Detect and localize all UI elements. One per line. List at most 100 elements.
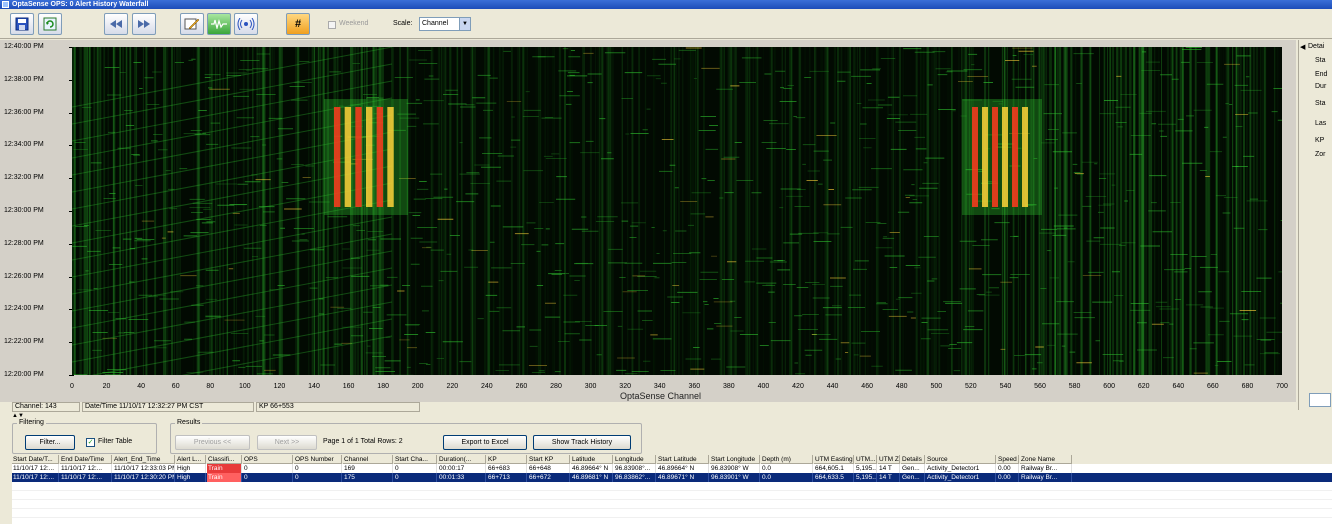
column-header[interactable]: Source	[926, 455, 996, 464]
x-tick-label: 480	[895, 383, 908, 390]
table-cell: 46.89664° N	[571, 464, 613, 473]
table-cell: Train	[207, 473, 242, 482]
y-tick-label: 12:24:00 PM	[4, 305, 74, 312]
x-tick-label: 60	[171, 383, 180, 390]
export-excel-button[interactable]: Export to Excel	[443, 435, 527, 450]
column-header[interactable]: Details	[901, 455, 925, 464]
column-header[interactable]: Start KP	[528, 455, 570, 464]
chevron-down-icon[interactable]: ▼	[459, 18, 470, 30]
table-row-selected[interactable]: 11/10/17 12:... 11/10/17 12:... 11/10/17 1…	[12, 473, 1332, 482]
x-tick-label: 600	[1103, 383, 1115, 390]
x-tick-label: 360	[688, 383, 701, 390]
column-header[interactable]: Alert L...	[176, 455, 206, 464]
filter-table-checkbox[interactable]: ✓	[86, 438, 95, 447]
column-header[interactable]: Depth (m)	[761, 455, 813, 464]
column-header[interactable]: Duration(...	[438, 455, 486, 464]
table-cell: 0	[394, 473, 437, 482]
details-item: Sta	[1315, 57, 1326, 64]
column-header[interactable]: Longitude	[614, 455, 656, 464]
column-header[interactable]: Latitude	[571, 455, 613, 464]
x-tick-label: 0	[70, 383, 74, 390]
x-tick-label: 520	[965, 383, 977, 390]
collapse-arrow-icon[interactable]: ◀	[1300, 44, 1306, 51]
x-tick-label: 160	[342, 383, 355, 390]
x-tick-label: 540	[999, 383, 1012, 390]
table-cell: 5,195...	[856, 473, 877, 482]
column-header[interactable]: Start Longitude	[710, 455, 760, 464]
x-tick-label: 340	[653, 383, 666, 390]
column-header[interactable]: End Date/Time	[60, 455, 112, 464]
table-cell: 46.89681° N	[571, 473, 613, 482]
y-tick-label: 12:34:00 PM	[4, 141, 74, 148]
x-tick-label: 120	[273, 383, 286, 390]
y-tick-label: 12:22:00 PM	[4, 338, 74, 345]
column-header[interactable]: OPS	[243, 455, 293, 464]
next-button[interactable]: Next >>	[257, 435, 317, 450]
x-axis-label: OptaSense Channel	[620, 391, 702, 401]
column-header[interactable]: Start Date/T...	[12, 455, 59, 464]
x-tick-label: 100	[239, 383, 251, 390]
x-tick-label: 260	[515, 383, 528, 390]
table-cell: 96.83908° W	[710, 464, 760, 473]
details-item: End	[1315, 71, 1328, 78]
table-cell: 96.83908°...	[614, 464, 656, 473]
table-cell: Gen...	[901, 464, 925, 473]
table-cell: 0	[394, 464, 437, 473]
rewind-icon[interactable]	[104, 13, 128, 35]
table-cell: 96.83862°...	[614, 473, 656, 482]
y-tick-label: 12:32:00 PM	[4, 174, 74, 181]
audio-icon[interactable]	[234, 13, 258, 35]
table-row[interactable]: 11/10/17 12:... 11/10/17 12:... 11/10/17 1…	[12, 464, 1332, 473]
waterfall-plot-area: 12:40:00 PM 12:38:00 PM 12:36:00 PM 12:34:0…	[0, 40, 1296, 402]
table-header: Start Date/T... End Date/Time Alert_End_Ti…	[12, 455, 1332, 464]
waveform-icon[interactable]	[207, 13, 231, 35]
column-header[interactable]: Start Cha...	[394, 455, 437, 464]
fast-forward-icon[interactable]	[132, 13, 156, 35]
hash-icon[interactable]: #	[286, 13, 310, 35]
x-tick-label: 220	[446, 383, 459, 390]
column-header[interactable]: Zone Name	[1020, 455, 1072, 464]
x-tick-label: 400	[757, 383, 770, 390]
table-cell: 46.89664° N	[657, 464, 709, 473]
edit-icon[interactable]	[180, 13, 204, 35]
refresh-icon[interactable]	[38, 13, 62, 35]
table-cell: 0.00	[997, 464, 1019, 473]
scale-select[interactable]: Channel ▼	[419, 17, 471, 31]
empty-row	[12, 500, 1332, 509]
save-icon[interactable]	[10, 13, 34, 35]
column-header[interactable]: Channel	[343, 455, 393, 464]
track-history-button[interactable]: Show Track History	[533, 435, 631, 450]
table-cell: 169	[343, 464, 393, 473]
column-header[interactable]: OPS Number	[294, 455, 342, 464]
x-tick-label: 680	[1241, 383, 1254, 390]
column-header[interactable]: Classifi...	[207, 455, 242, 464]
alerts-table: Start Date/T... End Date/Time Alert_End_Ti…	[12, 455, 1332, 524]
column-header[interactable]: Start Latitude	[657, 455, 709, 464]
splitter-handle[interactable]: ▲▼	[12, 413, 24, 419]
filter-button[interactable]: Filter...	[25, 435, 75, 450]
x-tick-label: 560	[1034, 383, 1046, 390]
table-cell: 664,605.1	[814, 464, 854, 473]
filtering-group: Filtering Filter... ✓ Filter Table	[12, 419, 157, 454]
x-tick-label: 180	[377, 383, 389, 390]
details-item: Zor	[1315, 151, 1326, 158]
column-header[interactable]: UTM Easting	[814, 455, 854, 464]
details-scroll-box[interactable]	[1309, 393, 1331, 407]
scale-value: Channel	[422, 20, 449, 27]
x-tick-label: 440	[826, 383, 839, 390]
column-header[interactable]: KP	[487, 455, 527, 464]
details-item: Las	[1315, 120, 1327, 127]
window-title: OptaSense OPS: 0 Alert History Waterfall	[12, 1, 149, 8]
status-kp: KP 66+553	[256, 402, 420, 412]
column-header[interactable]: UTM...	[855, 455, 877, 464]
y-tick-label: 12:40:00 PM	[4, 43, 74, 50]
weekend-checkbox[interactable]	[328, 21, 336, 29]
hash-glyph: #	[294, 18, 302, 30]
previous-button[interactable]: Previous <<	[175, 435, 250, 450]
empty-row	[12, 509, 1332, 518]
column-header[interactable]: Speed	[997, 455, 1019, 464]
column-header[interactable]: Alert_End_Time	[113, 455, 175, 464]
column-header[interactable]: UTM Z...	[878, 455, 900, 464]
x-tick-label: 700	[1276, 383, 1288, 390]
waterfall-canvas[interactable]	[72, 47, 1282, 375]
